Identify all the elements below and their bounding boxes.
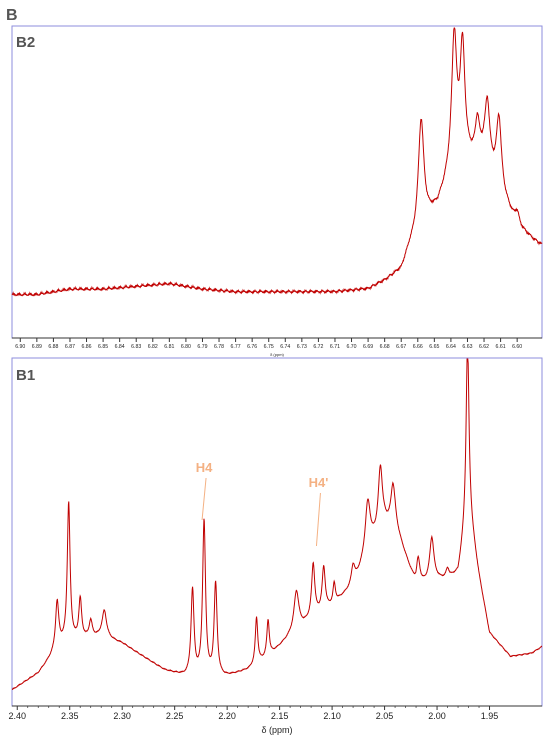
- b1-x-axis-label: δ (ppm): [261, 725, 292, 735]
- b1-tick-label: 2.00: [428, 711, 446, 721]
- b2-tick-label: 6.70: [346, 344, 356, 350]
- b2-tick-label: 6.85: [98, 344, 108, 350]
- b2-tick-label: 6.69: [363, 344, 373, 350]
- b2-tick-label: 6.75: [264, 344, 274, 350]
- b1-tick-label: 2.05: [376, 711, 394, 721]
- b1-annotation-label: H4': [309, 475, 329, 490]
- b2-tick-label: 6.90: [15, 344, 25, 350]
- b2-tick-label: 6.61: [496, 344, 506, 350]
- b1-tick-label: 2.10: [323, 711, 341, 721]
- b2-tick-label: 6.71: [330, 344, 340, 350]
- b2-tick-label: 6.68: [380, 344, 390, 350]
- b2-tick-label: 6.77: [231, 344, 241, 350]
- b2-panel-label: B2: [16, 34, 35, 51]
- b2-tick-label: 6.76: [247, 344, 257, 350]
- b2-tick-label: 6.89: [32, 344, 42, 350]
- panel-b1: B1 H4 H4' 2.40 2.35 2.30 2.25 2.20 2.15 2.10 2.0…: [8, 357, 543, 735]
- b2-tick-label: 6.80: [181, 344, 191, 350]
- b2-tick-label: 6.64: [446, 344, 456, 350]
- b2-tick-label: 6.72: [313, 344, 323, 350]
- b1-tick-label: 1.95: [481, 711, 499, 721]
- b2-tick-label: 6.84: [115, 344, 125, 350]
- b1-panel-label: B1: [16, 367, 35, 384]
- b1-tick-label: 2.15: [271, 711, 289, 721]
- b2-tick-label: 6.87: [65, 344, 75, 350]
- b2-tick-label: 6.81: [164, 344, 174, 350]
- b2-tick-label: 6.78: [214, 344, 224, 350]
- b2-tick-label: 6.74: [280, 344, 290, 350]
- b1-spectrum-line: [11, 358, 543, 690]
- b2-tick-label: 6.60: [512, 344, 522, 350]
- b2-tick-label: 6.67: [396, 344, 406, 350]
- b1-tick-label: 2.20: [218, 711, 236, 721]
- b2-x-axis-label: δ (ppm): [270, 352, 284, 357]
- b1-tick-label: 2.25: [166, 711, 184, 721]
- b2-tick-label: 6.62: [479, 344, 489, 350]
- b1-tick-label: 2.30: [113, 711, 131, 721]
- b2-tick-label: 6.65: [429, 344, 439, 350]
- b2-tick-label: 6.86: [81, 344, 91, 350]
- b2-tick-label: 6.82: [148, 344, 158, 350]
- b1-annotation-leader: [315, 492, 321, 547]
- b1-annotation-group: H4 H4': [196, 460, 329, 547]
- b2-tick-label: 6.63: [462, 344, 472, 350]
- b2-tick-label: 6.79: [197, 344, 207, 350]
- panel-b2: B2 6.90 6.89 6.88 6.87 6.86 6.85 6.84 6.83 6.82 6…: [11, 25, 543, 357]
- b2-tick-label: 6.73: [297, 344, 307, 350]
- b2-spectrum-line: [11, 27, 543, 297]
- b2-tick-label: 6.66: [413, 344, 423, 350]
- b1-tick-label: 2.40: [8, 711, 26, 721]
- b1-tick-group: 2.40 2.35 2.30 2.25 2.20 2.15 2.10 2.05 2.00 1.95: [8, 706, 498, 721]
- b2-tick-label: 6.88: [48, 344, 58, 350]
- figure-label: B: [6, 7, 18, 24]
- b1-annotation-label: H4: [196, 460, 213, 475]
- b1-tick-label: 2.35: [61, 711, 79, 721]
- b2-tick-group: 6.90 6.89 6.88 6.87 6.86 6.85 6.84 6.83 6.82 6.81…: [15, 338, 522, 350]
- b2-tick-label: 6.83: [131, 344, 141, 350]
- b1-annotation-leader: [201, 477, 207, 521]
